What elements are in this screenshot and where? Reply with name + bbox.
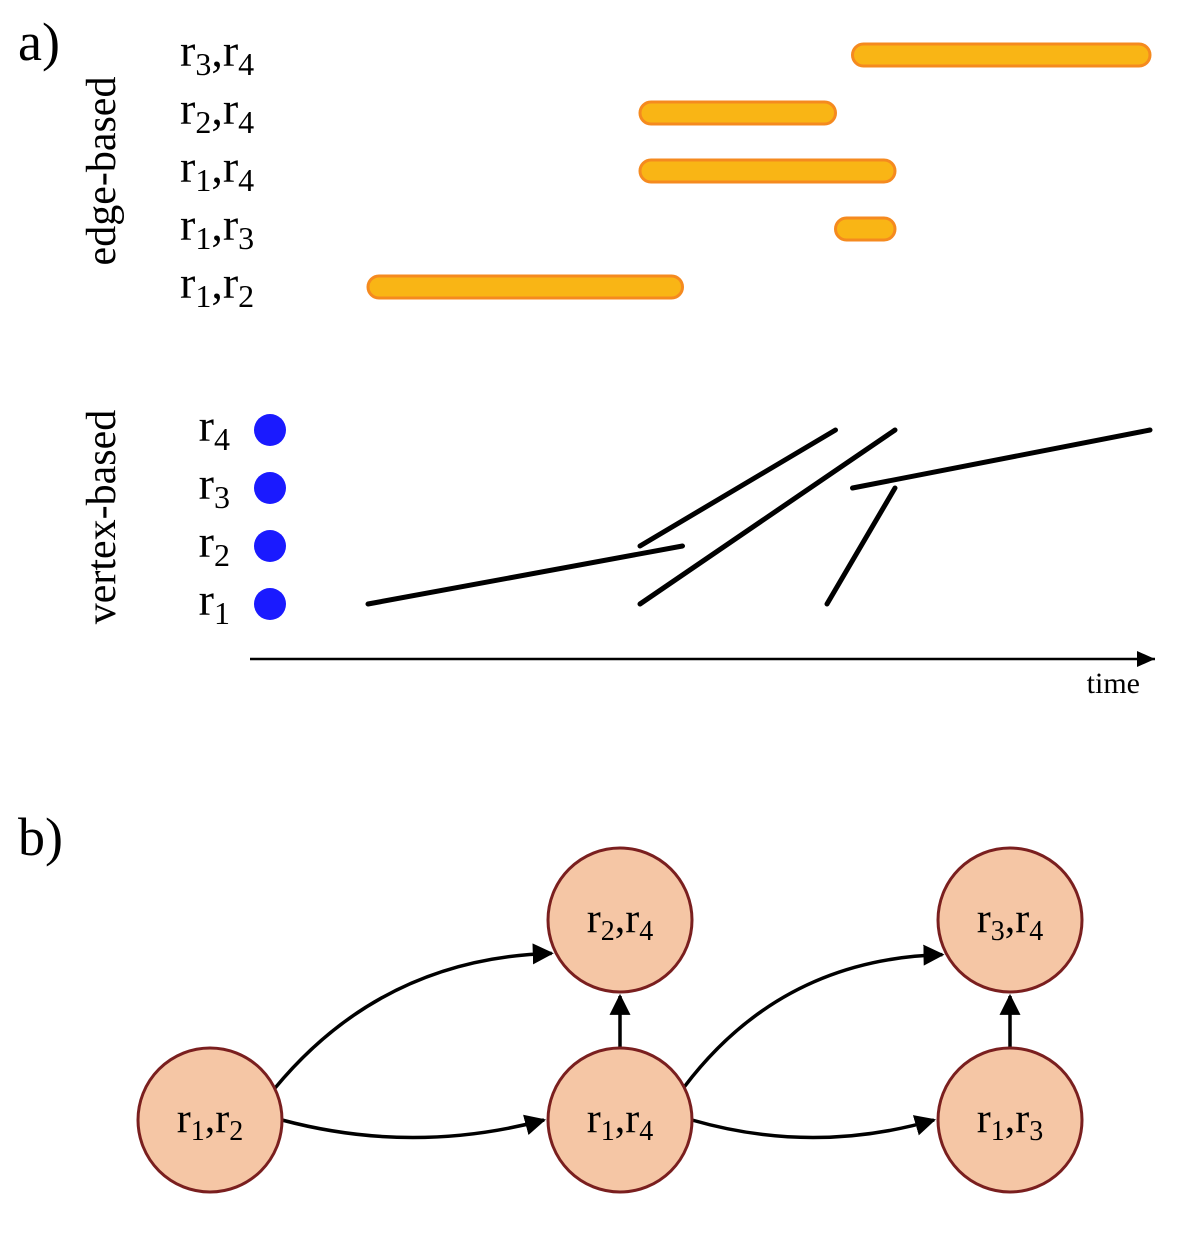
- edge-row-label: r3,r4: [180, 25, 254, 83]
- section-label-vertex: vertex-based: [79, 410, 125, 625]
- figure-svg: a)b)r3,r4r2,r4r1,r4r1,r3r1,r2edge-basedr…: [0, 0, 1200, 1235]
- axis-arrowhead: [1137, 651, 1155, 667]
- graph-node: r3,r4: [938, 848, 1082, 992]
- figure-container: a)b)r3,r4r2,r4r1,r4r1,r3r1,r2edge-basedr…: [0, 0, 1200, 1235]
- edge-row-label: r1,r3: [180, 199, 254, 257]
- edge-based-chart: r3,r4r2,r4r1,r4r1,r3r1,r2: [180, 25, 1150, 315]
- gantt-bar: [853, 44, 1151, 66]
- graph-edge: [282, 1120, 544, 1138]
- vertex-row-label: r4: [199, 400, 230, 458]
- edge-row-label: r2,r4: [180, 83, 254, 141]
- graph-edge: [275, 953, 552, 1088]
- graph-node: r2,r4: [548, 848, 692, 992]
- panel-label-a: a): [18, 12, 60, 72]
- vertex-segment: [640, 430, 895, 604]
- vertex-dot: [254, 588, 286, 620]
- edge-row-label: r1,r4: [180, 141, 254, 199]
- gantt-bar: [368, 276, 683, 298]
- vertex-segment: [827, 488, 895, 604]
- graph-edge: [684, 955, 942, 1087]
- gantt-bar: [836, 218, 896, 240]
- edge-row-label: r1,r2: [180, 257, 254, 315]
- section-label-edge: edge-based: [79, 77, 125, 266]
- vertex-row-label: r1: [199, 574, 230, 632]
- vertex-dot: [254, 414, 286, 446]
- panel-label-b: b): [18, 807, 63, 867]
- graph-node: r1,r2: [138, 1048, 282, 1192]
- vertex-row-label: r3: [199, 458, 230, 516]
- vertex-row-label: r2: [199, 516, 230, 574]
- vertex-dot: [254, 530, 286, 562]
- vertex-dot: [254, 472, 286, 504]
- svg-text:r1,r4: r1,r4: [180, 141, 254, 199]
- svg-text:r2,r4: r2,r4: [180, 83, 254, 141]
- graph-panel: r1,r2 r2,r4 r1,r4 r1,r3 r3,r4: [138, 848, 1082, 1192]
- svg-text:r3,r4: r3,r4: [180, 25, 254, 83]
- vertex-segment: [853, 430, 1151, 488]
- gantt-bar: [640, 102, 836, 124]
- vertex-segment: [368, 546, 683, 604]
- graph-node: r1,r3: [938, 1048, 1082, 1192]
- svg-text:r1,r3: r1,r3: [180, 199, 254, 257]
- vertex-based-chart: r4r3r2r1: [199, 400, 1155, 667]
- graph-edge: [692, 1120, 934, 1138]
- graph-node: r1,r4: [548, 1048, 692, 1192]
- gantt-bar: [640, 160, 895, 182]
- axis-label-time: time: [1087, 667, 1140, 700]
- svg-text:r1,r2: r1,r2: [180, 257, 254, 315]
